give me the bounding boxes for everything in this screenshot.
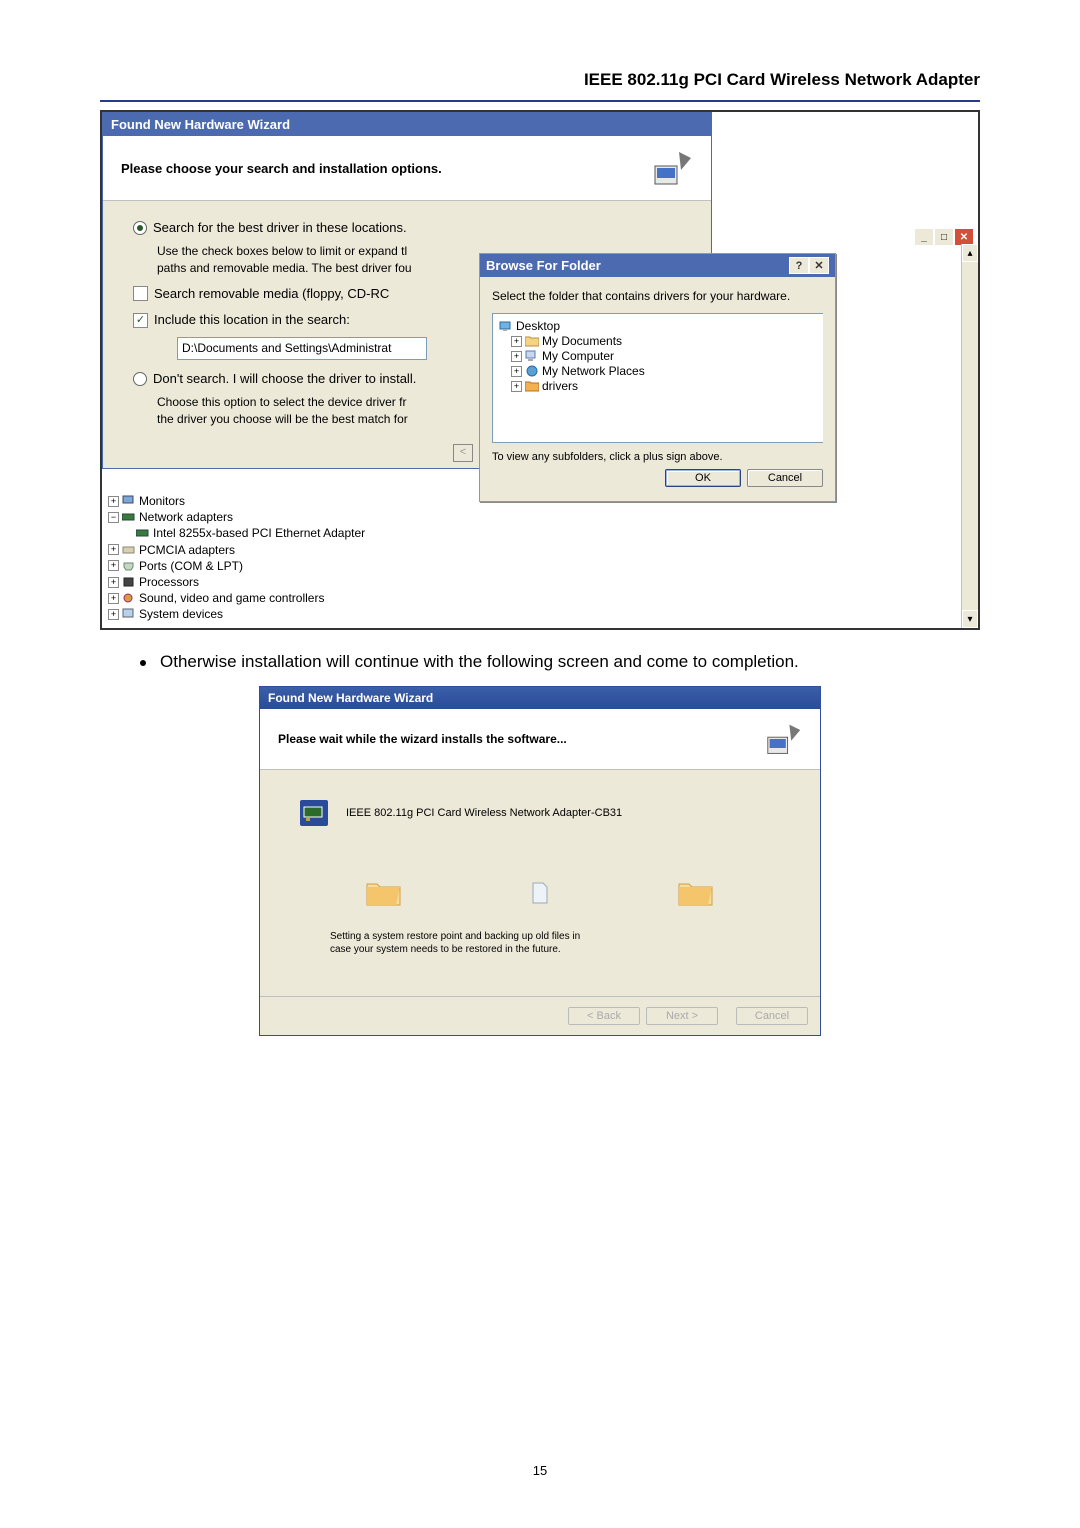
sound-icon bbox=[122, 592, 136, 604]
tree-label: Processors bbox=[139, 574, 199, 590]
expand-icon[interactable]: + bbox=[511, 351, 522, 362]
expand-icon[interactable]: + bbox=[108, 544, 119, 555]
wizard2-header: Please wait while the wizard installs th… bbox=[260, 709, 820, 770]
network-adapter-icon bbox=[300, 800, 328, 826]
browse-tip: To view any subfolders, click a plus sig… bbox=[492, 451, 823, 463]
status-line-1: Setting a system restore point and backi… bbox=[330, 930, 780, 943]
paragraph: Otherwise installation will continue wit… bbox=[140, 652, 980, 672]
tree-label: System devices bbox=[139, 606, 223, 622]
pcmcia-icon bbox=[122, 544, 136, 556]
cancel-button[interactable]: Cancel bbox=[747, 469, 823, 487]
expand-icon[interactable]: + bbox=[108, 577, 119, 588]
scroll-up-icon[interactable]: ▴ bbox=[962, 244, 978, 262]
processor-icon bbox=[122, 576, 136, 588]
screenshot-2: Found New Hardware Wizard Please wait wh… bbox=[100, 686, 980, 1036]
screenshot-1: Found New Hardware Wizard Please choose … bbox=[100, 110, 980, 630]
next-button: Next > bbox=[646, 1007, 718, 1025]
ports-icon bbox=[122, 560, 136, 572]
tree-label: Monitors bbox=[139, 493, 185, 509]
scroll-down-icon[interactable]: ▾ bbox=[962, 610, 978, 628]
minimize-button[interactable]: _ bbox=[914, 228, 934, 246]
header-rule bbox=[100, 100, 980, 102]
wizard2-header-icon bbox=[766, 721, 802, 757]
system-icon bbox=[122, 608, 136, 620]
tree-item-label: My Documents bbox=[542, 334, 622, 348]
folder-tree[interactable]: Desktop + My Documents + My Computer + bbox=[492, 313, 823, 443]
network-adapter-icon bbox=[136, 527, 150, 539]
network-adapter-icon bbox=[122, 511, 136, 523]
folder-dest-icon bbox=[675, 876, 717, 910]
expand-icon[interactable]: + bbox=[511, 336, 522, 347]
scrollbar[interactable]: ▴ ▾ bbox=[961, 244, 978, 628]
install-wizard-dialog: Found New Hardware Wizard Please wait wh… bbox=[259, 686, 821, 1036]
radio-label: Don't search. I will choose the driver t… bbox=[153, 370, 416, 388]
expand-icon[interactable]: + bbox=[108, 609, 119, 620]
bullet-icon bbox=[140, 660, 146, 666]
tree-label: Sound, video and game controllers bbox=[139, 590, 324, 606]
radio-icon bbox=[133, 372, 147, 386]
file-icon bbox=[530, 881, 550, 905]
tree-label: Intel 8255x-based PCI Ethernet Adapter bbox=[153, 525, 365, 541]
page-header-title: IEEE 802.11g PCI Card Wireless Network A… bbox=[100, 70, 980, 90]
tree-item-label: Desktop bbox=[516, 319, 560, 333]
browse-instruction: Select the folder that contains drivers … bbox=[492, 289, 823, 303]
browse-titlebar: Browse For Folder ? ✕ bbox=[480, 254, 835, 277]
folder-source-icon bbox=[363, 876, 405, 910]
wizard2-titlebar: Found New Hardware Wizard bbox=[260, 687, 820, 709]
browse-title-text: Browse For Folder bbox=[486, 258, 601, 273]
checkbox-icon: ✓ bbox=[133, 313, 148, 328]
device-name: IEEE 802.11g PCI Card Wireless Network A… bbox=[346, 807, 622, 819]
wizard-titlebar: Found New Hardware Wizard bbox=[103, 113, 711, 136]
cancel-button: Cancel bbox=[736, 1007, 808, 1025]
expand-icon[interactable]: + bbox=[108, 496, 119, 507]
close-button[interactable]: ✕ bbox=[809, 257, 829, 274]
tree-label: PCMCIA adapters bbox=[139, 542, 235, 558]
folder-open-icon bbox=[525, 380, 539, 392]
expand-icon[interactable]: + bbox=[108, 593, 119, 604]
location-path-input[interactable]: D:\Documents and Settings\Administrat bbox=[177, 337, 427, 360]
status-line-2: case your system needs to be restored in… bbox=[330, 943, 780, 956]
tree-label: Ports (COM & LPT) bbox=[139, 558, 243, 574]
collapse-icon[interactable]: − bbox=[108, 512, 119, 523]
computer-icon bbox=[525, 350, 539, 362]
radio-label: Search for the best driver in these loca… bbox=[153, 219, 407, 237]
document-page: IEEE 802.11g PCI Card Wireless Network A… bbox=[0, 0, 1080, 1528]
folder-icon bbox=[525, 335, 539, 347]
radio-search-best[interactable]: Search for the best driver in these loca… bbox=[133, 219, 681, 237]
monitor-icon bbox=[122, 495, 136, 507]
tree-item-label: My Network Places bbox=[542, 364, 645, 378]
browse-body: Select the folder that contains drivers … bbox=[480, 277, 835, 501]
checkbox-label: Search removable media (floppy, CD-RC bbox=[154, 285, 389, 303]
tree-item-label: My Computer bbox=[542, 349, 614, 363]
expand-icon[interactable]: + bbox=[511, 381, 522, 392]
back-button: < Back bbox=[568, 1007, 640, 1025]
expand-icon[interactable]: + bbox=[511, 366, 522, 377]
wizard-header: Please choose your search and installati… bbox=[103, 136, 711, 201]
browse-for-folder-dialog: Browse For Folder ? ✕ Select the folder … bbox=[479, 253, 836, 502]
ok-button[interactable]: OK bbox=[665, 469, 741, 487]
copy-animation bbox=[300, 876, 780, 910]
wizard2-header-text: Please wait while the wizard installs th… bbox=[278, 732, 567, 746]
wizard-header-icon bbox=[653, 148, 693, 188]
radio-icon bbox=[133, 221, 147, 235]
desktop-icon bbox=[499, 320, 513, 332]
wizard-header-text: Please choose your search and installati… bbox=[121, 161, 442, 176]
paragraph-text: Otherwise installation will continue wit… bbox=[160, 652, 799, 671]
device-manager-tree: + Monitors − Network adapters Intel 8255… bbox=[108, 493, 365, 623]
wizard2-body: IEEE 802.11g PCI Card Wireless Network A… bbox=[260, 770, 820, 996]
status-text: Setting a system restore point and backi… bbox=[330, 930, 780, 956]
tree-label: Network adapters bbox=[139, 509, 233, 525]
network-icon bbox=[525, 365, 539, 377]
device-row: IEEE 802.11g PCI Card Wireless Network A… bbox=[300, 800, 780, 826]
page-number: 15 bbox=[0, 1463, 1080, 1478]
wizard2-buttons: < Back Next > Cancel bbox=[260, 996, 820, 1035]
maximize-button[interactable]: □ bbox=[934, 228, 954, 246]
help-button[interactable]: ? bbox=[789, 257, 809, 274]
tree-item-label: drivers bbox=[542, 379, 578, 393]
scroll-left-btn[interactable]: < bbox=[453, 444, 473, 462]
expand-icon[interactable]: + bbox=[108, 560, 119, 571]
checkbox-icon bbox=[133, 286, 148, 301]
checkbox-label: Include this location in the search: bbox=[154, 311, 350, 329]
